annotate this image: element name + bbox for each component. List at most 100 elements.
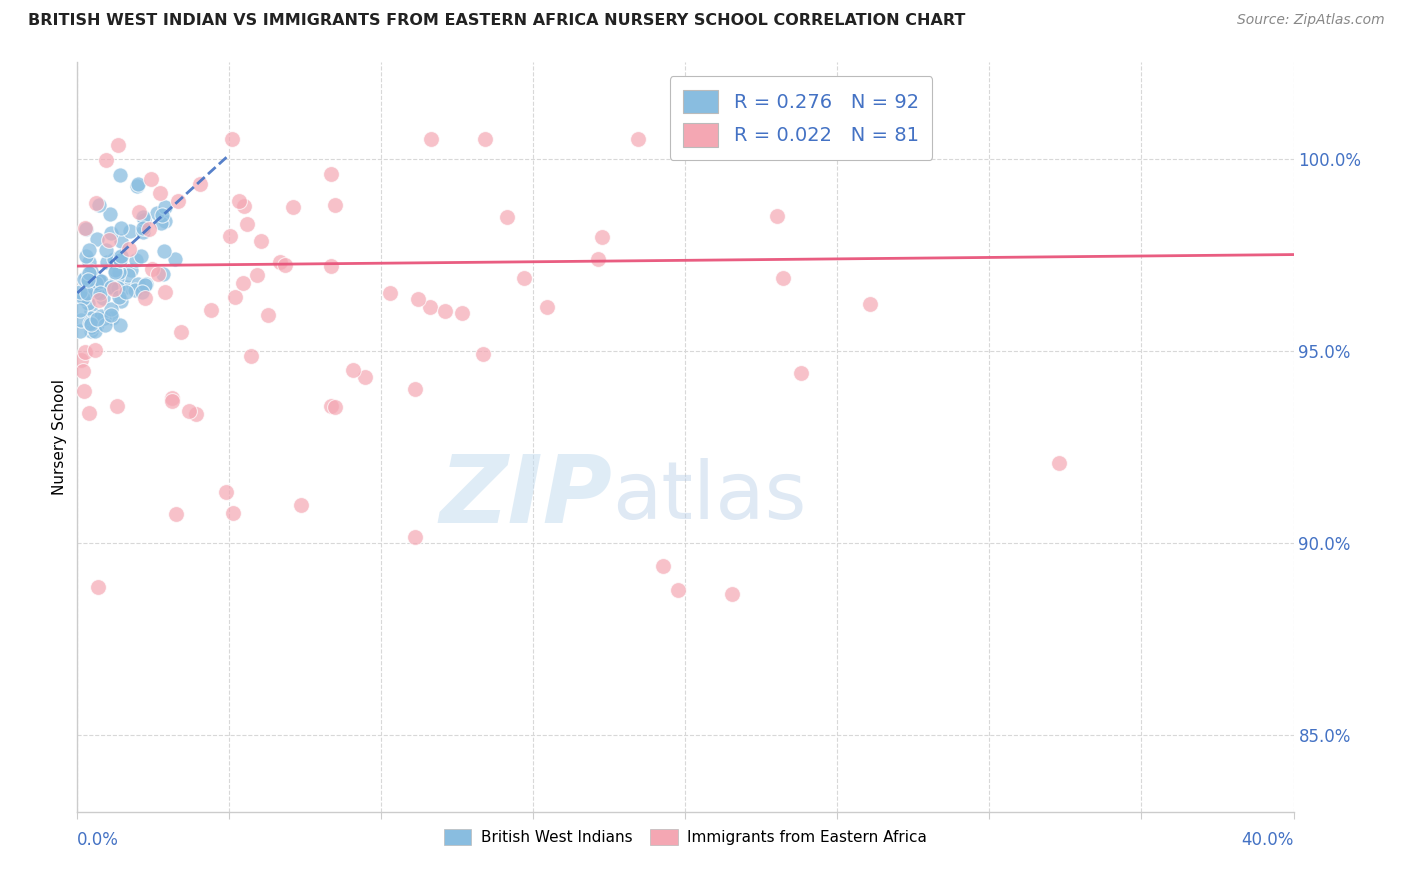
Point	[162, 394, 184, 409]
Point	[236, 217, 259, 231]
Point	[73, 272, 96, 286]
Point	[134, 291, 156, 305]
Point	[98, 207, 121, 221]
Point	[105, 399, 128, 413]
Point	[89, 285, 111, 300]
Point	[766, 209, 789, 223]
Point	[83, 283, 105, 297]
Point	[321, 399, 343, 413]
Point	[110, 294, 132, 309]
Point	[419, 301, 441, 315]
Point	[80, 320, 103, 334]
Text: Source: ZipAtlas.com: Source: ZipAtlas.com	[1237, 13, 1385, 28]
Point	[120, 263, 142, 277]
Point	[72, 363, 94, 377]
Point	[118, 224, 141, 238]
Point	[149, 186, 172, 201]
Point	[115, 285, 138, 299]
Point	[127, 178, 149, 192]
Point	[131, 285, 153, 299]
Point	[127, 178, 149, 193]
Point	[98, 233, 121, 247]
Point	[222, 506, 245, 520]
Point	[69, 325, 91, 339]
Point	[89, 273, 111, 287]
Point	[434, 304, 457, 318]
Point	[100, 226, 122, 240]
Point	[90, 273, 112, 287]
Point	[239, 349, 262, 363]
Point	[79, 316, 101, 330]
Point	[721, 587, 744, 601]
Point	[666, 582, 689, 597]
Point	[103, 252, 125, 266]
Point	[146, 206, 169, 220]
Point	[103, 282, 125, 296]
Point	[76, 285, 98, 300]
Point	[165, 507, 187, 521]
Point	[108, 253, 131, 268]
Point	[150, 216, 173, 230]
Point	[153, 201, 176, 215]
Point	[165, 252, 187, 267]
Point	[155, 214, 177, 228]
Point	[141, 171, 163, 186]
Point	[100, 308, 122, 322]
Point	[319, 260, 342, 274]
Point	[83, 343, 105, 358]
Point	[80, 264, 103, 278]
Point	[75, 220, 97, 235]
Text: ZIP: ZIP	[440, 451, 613, 543]
Point	[153, 244, 176, 259]
Point	[77, 254, 100, 268]
Point	[100, 301, 122, 316]
Point	[125, 253, 148, 268]
Point	[378, 286, 401, 301]
Point	[274, 258, 297, 272]
Point	[77, 266, 100, 280]
Point	[232, 276, 254, 290]
Point	[325, 400, 347, 414]
Point	[138, 222, 160, 236]
Point	[214, 485, 236, 500]
Point	[132, 225, 155, 239]
Point	[256, 309, 278, 323]
Point	[77, 406, 100, 420]
Point	[80, 311, 103, 326]
Point	[859, 296, 882, 310]
Point	[107, 281, 129, 295]
Point	[105, 270, 128, 285]
Point	[250, 235, 273, 249]
Point	[79, 317, 101, 331]
Point	[135, 277, 157, 291]
Point	[86, 317, 108, 331]
Point	[100, 279, 122, 293]
Point	[153, 285, 176, 299]
Point	[150, 209, 173, 223]
Point	[90, 309, 112, 323]
Point	[591, 230, 613, 244]
Point	[94, 318, 117, 333]
Point	[115, 279, 138, 293]
Point	[73, 291, 96, 305]
Point	[186, 407, 208, 421]
Text: BRITISH WEST INDIAN VS IMMIGRANTS FROM EASTERN AFRICA NURSERY SCHOOL CORRELATION: BRITISH WEST INDIAN VS IMMIGRANTS FROM E…	[28, 13, 966, 29]
Point	[495, 210, 517, 224]
Point	[404, 382, 426, 396]
Point	[1047, 457, 1070, 471]
Y-axis label: Nursery School: Nursery School	[52, 379, 67, 495]
Point	[73, 384, 96, 399]
Point	[104, 264, 127, 278]
Legend: British West Indians, Immigrants from Eastern Africa: British West Indians, Immigrants from Ea…	[436, 822, 935, 853]
Point	[77, 273, 100, 287]
Point	[86, 276, 108, 290]
Point	[141, 261, 163, 276]
Point	[419, 132, 441, 146]
Point	[107, 138, 129, 153]
Point	[166, 194, 188, 209]
Point	[110, 220, 132, 235]
Point	[148, 268, 170, 282]
Point	[80, 304, 103, 318]
Point	[471, 347, 494, 361]
Point	[101, 310, 124, 325]
